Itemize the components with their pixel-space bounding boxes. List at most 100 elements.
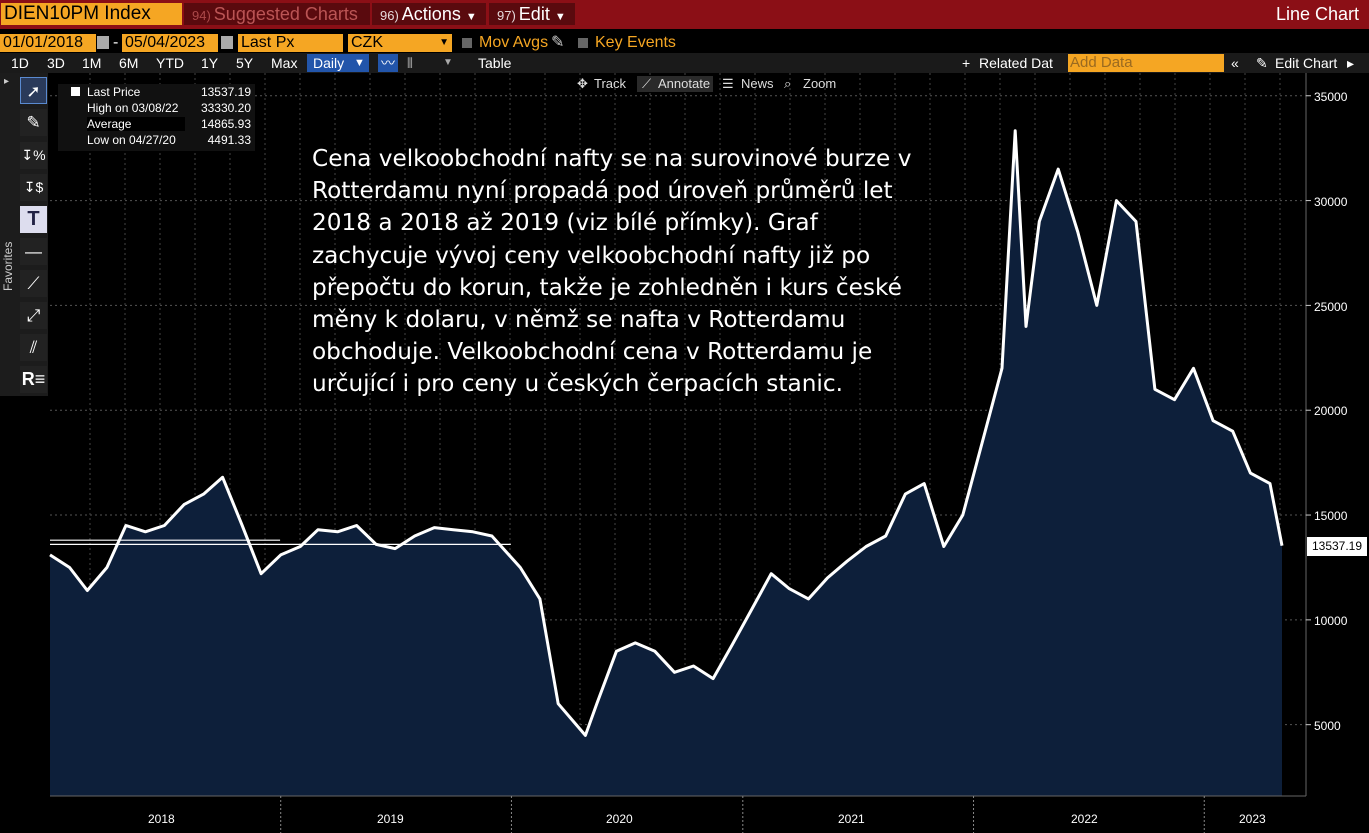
range-1m[interactable]: 1M bbox=[82, 55, 102, 71]
range-3d[interactable]: 3D bbox=[47, 55, 65, 71]
pencil-icon[interactable]: ✎ bbox=[551, 34, 565, 51]
y-tick-label: 10000 bbox=[1314, 614, 1348, 628]
chevron-down-icon: ▼ bbox=[439, 37, 449, 48]
x-tick-label: 2020 bbox=[606, 812, 633, 826]
regression-icon[interactable]: R≡ bbox=[20, 366, 47, 393]
add-data-input[interactable]: Add Data bbox=[1068, 54, 1224, 72]
edit-label: Edit bbox=[518, 4, 550, 24]
key-events-label: Key Events bbox=[595, 34, 676, 51]
suggested-charts-label: Suggested Charts bbox=[213, 4, 358, 24]
legend-swatch bbox=[71, 87, 80, 96]
edit-number: 97) bbox=[497, 8, 516, 23]
range-5y[interactable]: 5Y bbox=[236, 55, 254, 71]
y-tick-label: 30000 bbox=[1314, 195, 1348, 209]
legend-label: Low on 04/27/20 bbox=[87, 133, 176, 147]
last-value-label: 13537.19 bbox=[1307, 537, 1367, 556]
legend-value: 4491.33 bbox=[207, 133, 251, 147]
y-tick-label: 25000 bbox=[1314, 300, 1348, 314]
actions-number: 96) bbox=[380, 8, 399, 23]
legend-value: 13537.19 bbox=[200, 85, 251, 99]
text-tool-icon[interactable]: T bbox=[20, 206, 47, 233]
currency-value: CZK bbox=[351, 34, 383, 51]
range-1y[interactable]: 1Y bbox=[201, 55, 219, 71]
chevron-down-icon: ▼ bbox=[465, 11, 477, 23]
average-lines bbox=[50, 539, 511, 545]
edit-chart-button[interactable]: Edit Chart bbox=[1275, 55, 1338, 71]
legend-value: 14865.93 bbox=[200, 117, 251, 131]
annotation-text[interactable]: Cena velkoobchodní nafty se na surovinov… bbox=[312, 145, 912, 398]
legend-label: High on 03/08/22 bbox=[87, 101, 179, 115]
range-max[interactable]: Max bbox=[271, 55, 298, 71]
channel-icon[interactable]: ⫽ bbox=[20, 334, 47, 361]
table-button[interactable]: Table bbox=[478, 55, 512, 71]
pencil-icon[interactable]: ✎ bbox=[20, 109, 47, 136]
x-tick-label: 2019 bbox=[377, 812, 404, 826]
zoom-button[interactable]: Zoom bbox=[803, 76, 837, 91]
x-tick-label: 2021 bbox=[838, 812, 865, 826]
track-button[interactable]: Track bbox=[594, 76, 627, 91]
legend-label: Last Price bbox=[87, 85, 141, 99]
period-label: Daily bbox=[313, 55, 345, 71]
chevron-down-icon: ▼ bbox=[554, 11, 566, 23]
currency-select[interactable]: CZK ▼ bbox=[348, 34, 452, 52]
news-icon: ☰ bbox=[722, 76, 734, 91]
x-tick-label: 2018 bbox=[148, 812, 175, 826]
ticker-field[interactable]: DIEN10PM Index bbox=[1, 3, 182, 25]
y-axis-ticks bbox=[1306, 95, 1311, 726]
calendar-icon[interactable] bbox=[97, 36, 109, 49]
mov-avgs-checkbox[interactable] bbox=[462, 38, 472, 48]
range-ytd[interactable]: YTD bbox=[156, 55, 184, 71]
annotate-button-bg[interactable] bbox=[637, 76, 713, 92]
annotate-icon: ⟋ bbox=[642, 76, 652, 91]
calendar-icon[interactable] bbox=[221, 36, 233, 49]
track-icon[interactable]: ✥ bbox=[577, 76, 588, 91]
suggested-charts-number: 94) bbox=[192, 8, 211, 23]
field-select[interactable]: Last Px bbox=[238, 34, 343, 52]
chevron-down-icon: ▼ bbox=[354, 57, 365, 69]
chevron-down-icon[interactable]: ▼ bbox=[443, 57, 453, 68]
y-tick-label: 35000 bbox=[1314, 90, 1348, 104]
zoom-icon: ⌕ bbox=[784, 76, 792, 91]
range-6m[interactable]: 6M bbox=[119, 55, 139, 71]
period-select[interactable] bbox=[307, 54, 369, 72]
ray-line-icon[interactable]: ⤢ bbox=[20, 302, 47, 329]
related-data-button[interactable]: Related Dat bbox=[979, 55, 1053, 71]
price-area bbox=[50, 130, 1282, 797]
expand-icon[interactable]: ▸ bbox=[4, 76, 10, 87]
trend-line-icon[interactable]: ⟋ bbox=[20, 270, 47, 297]
line-chart-icon[interactable]: 〰 bbox=[378, 54, 398, 72]
y-tick-label: 20000 bbox=[1314, 404, 1348, 418]
price-change-icon[interactable]: ↧$ bbox=[20, 174, 47, 201]
suggested-charts-button[interactable]: 94) Suggested Charts bbox=[184, 3, 370, 25]
collapse-icon[interactable]: « bbox=[1231, 55, 1239, 71]
price-line bbox=[49, 129, 1284, 737]
horizontal-line-icon[interactable]: — bbox=[20, 238, 47, 265]
plus-icon: + bbox=[962, 55, 971, 71]
cursor-icon[interactable]: ➚ bbox=[20, 77, 47, 104]
percent-change-icon[interactable]: ↧% bbox=[20, 142, 47, 169]
favorites-label[interactable]: Favorites bbox=[1, 241, 15, 291]
range-1d[interactable]: 1D bbox=[11, 55, 29, 71]
legend-value: 33330.20 bbox=[200, 101, 251, 115]
y-tick-label: 5000 bbox=[1314, 719, 1341, 733]
chart-type-label: Line Chart bbox=[1275, 4, 1359, 24]
end-date-input[interactable]: 05/04/2023 bbox=[122, 34, 218, 52]
bar-style-icon[interactable]: ⫴ bbox=[407, 55, 413, 71]
legend: Last Price 13537.19 High on 03/08/22 333… bbox=[58, 84, 255, 151]
date-separator: - bbox=[113, 34, 119, 51]
mov-avgs-label: Mov Avgs bbox=[479, 34, 549, 51]
x-tick-label: 2023 bbox=[1239, 812, 1266, 826]
actions-label: Actions bbox=[401, 4, 461, 24]
key-events-checkbox[interactable] bbox=[578, 38, 588, 48]
chevron-right-icon[interactable]: ▸ bbox=[1347, 55, 1355, 71]
y-tick-label: 15000 bbox=[1314, 509, 1348, 523]
x-tick-label: 2022 bbox=[1071, 812, 1098, 826]
annotate-button[interactable]: Annotate bbox=[658, 76, 711, 91]
news-button[interactable]: News bbox=[741, 76, 774, 91]
legend-label: Average bbox=[87, 117, 186, 131]
edit-menu[interactable]: 97) Edit ▼ bbox=[489, 3, 575, 25]
pencil-icon: ✎ bbox=[1256, 55, 1268, 71]
actions-menu[interactable]: 96) Actions ▼ bbox=[372, 3, 486, 25]
start-date-input[interactable]: 01/01/2018 bbox=[0, 34, 96, 52]
chart-canvas[interactable] bbox=[0, 73, 1369, 833]
